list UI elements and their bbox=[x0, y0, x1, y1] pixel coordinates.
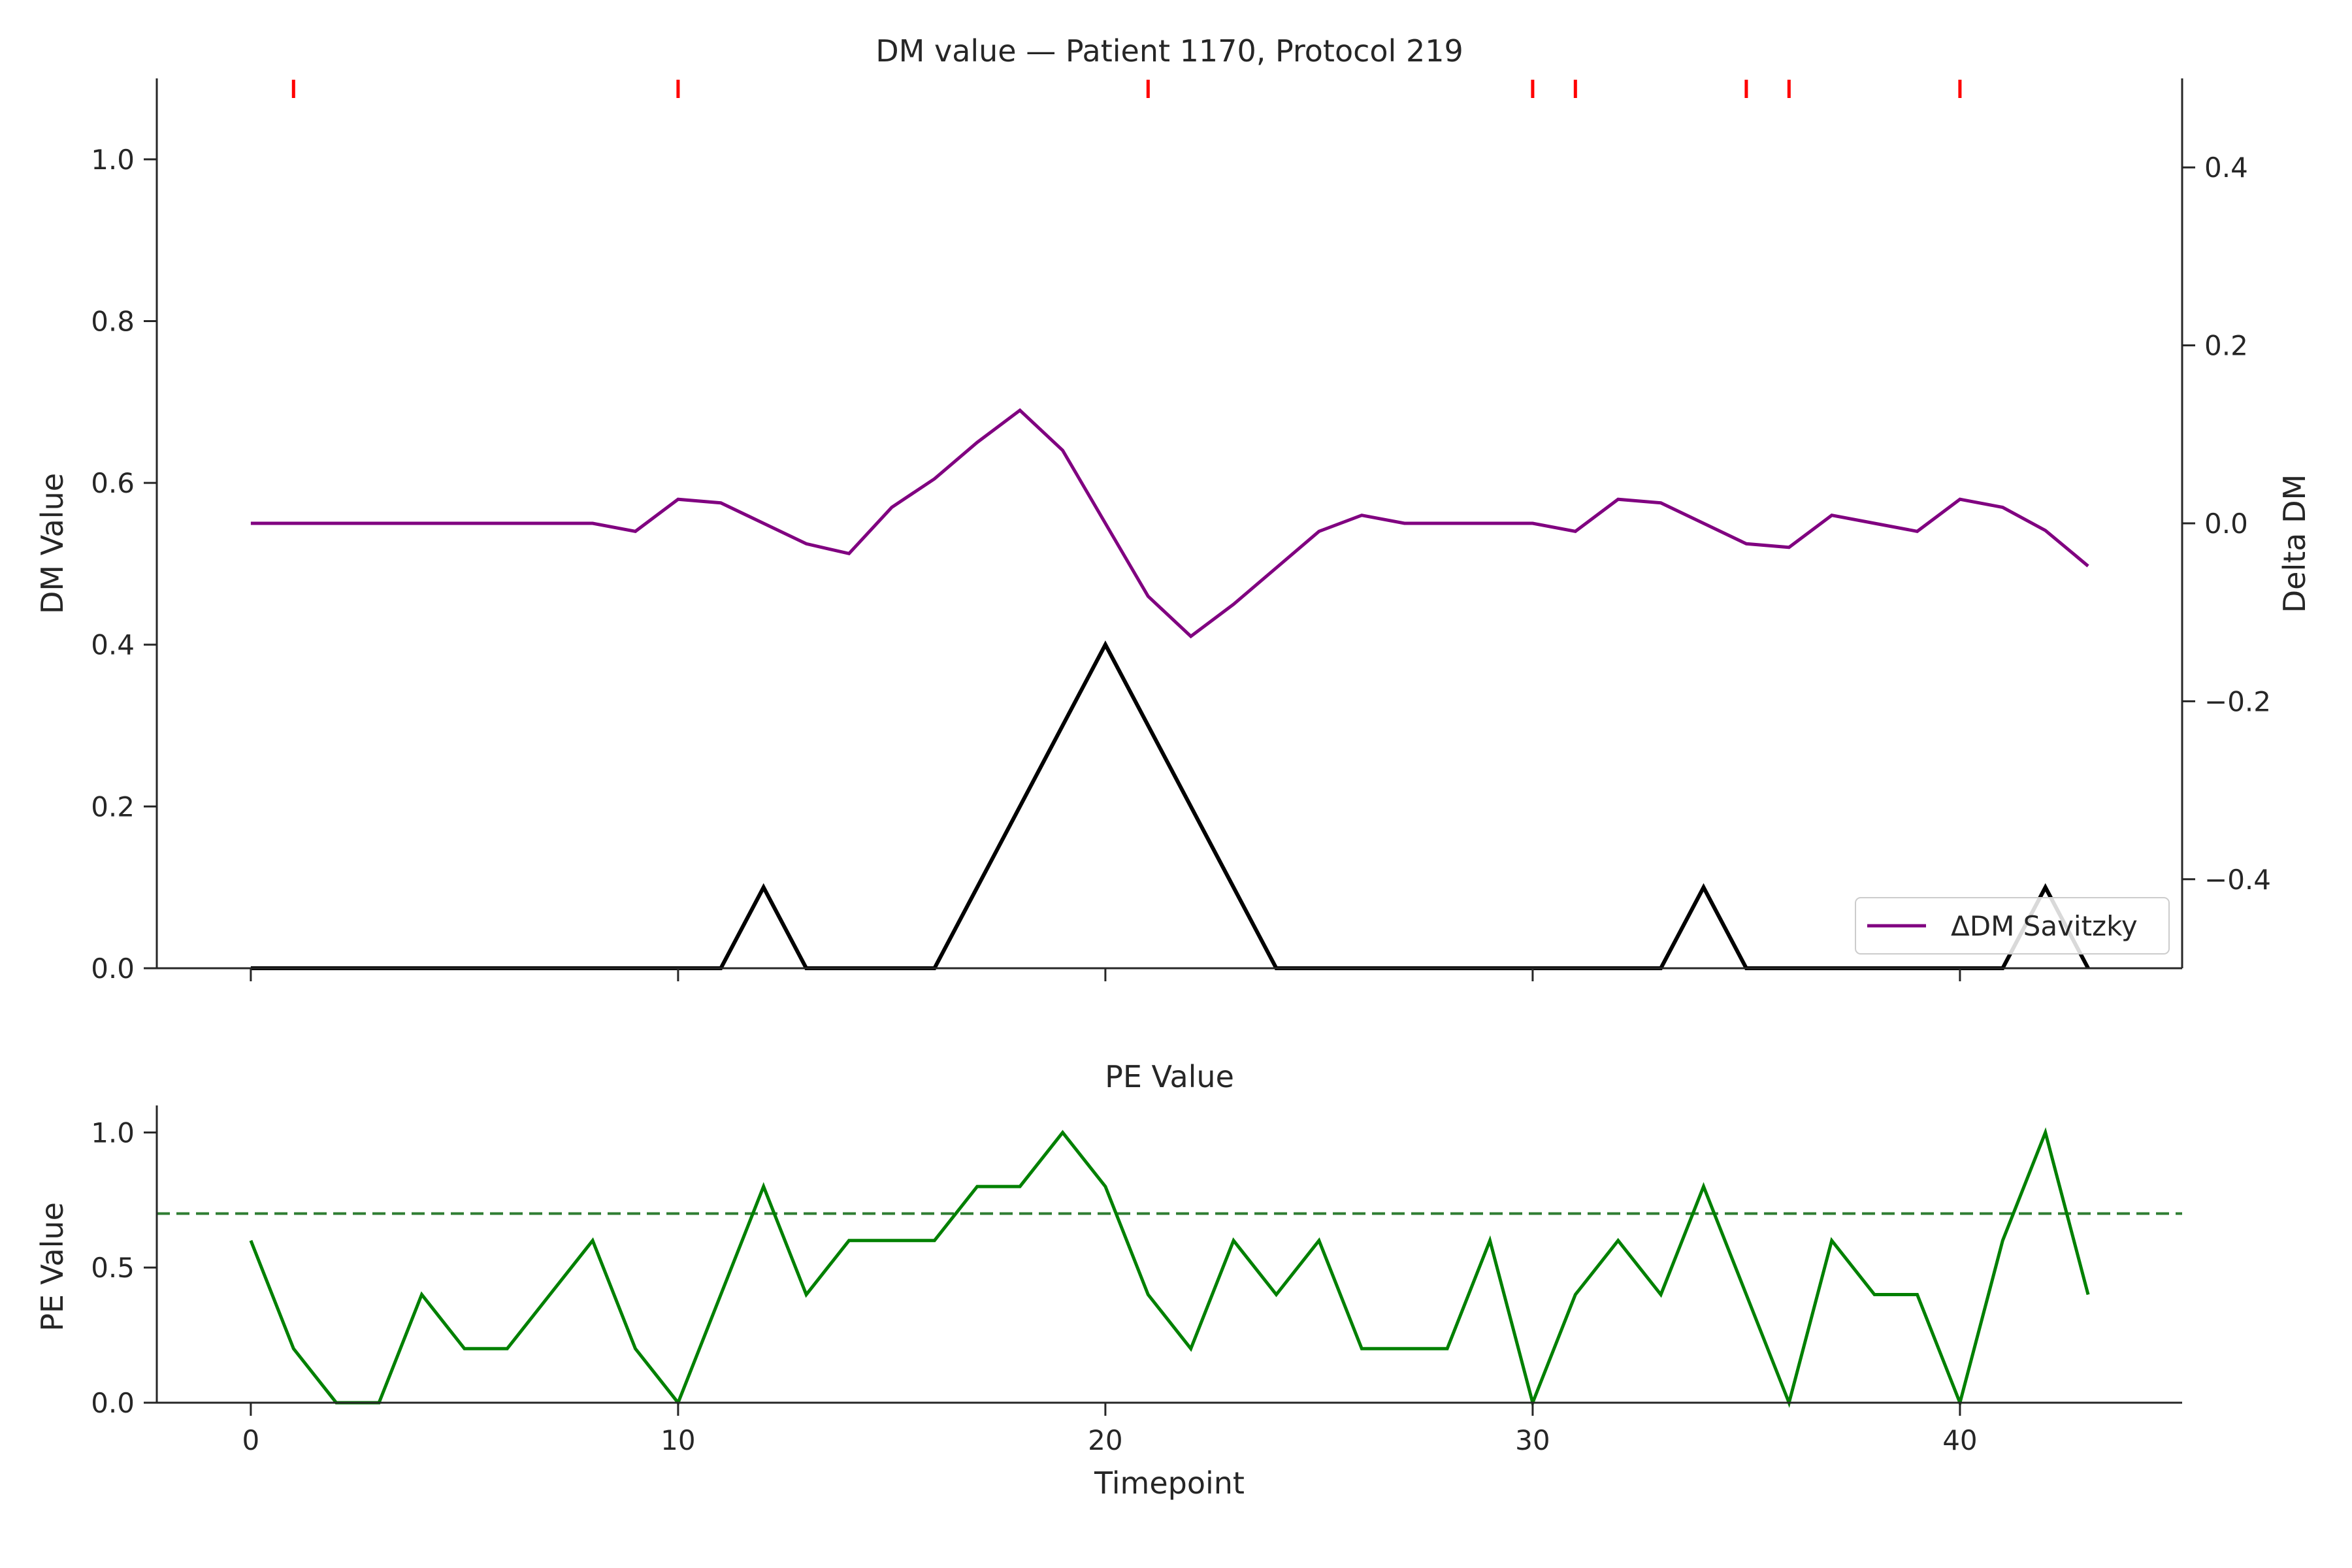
top-panel-title: DM value — Patient 1170, Protocol 219 bbox=[875, 33, 1463, 69]
delta-dm-point-25 bbox=[1318, 531, 1319, 532]
dm-point-18 bbox=[1020, 806, 1021, 807]
delta-dm-point-30 bbox=[1532, 523, 1533, 524]
pe-point-34 bbox=[1703, 1186, 1704, 1187]
delta-dm-ytick-label-2: 0.0 bbox=[2204, 508, 2248, 540]
delta-dm-point-40 bbox=[1959, 499, 1960, 500]
pe-ytick-label-2: 1.0 bbox=[91, 1117, 135, 1149]
pe-point-13 bbox=[806, 1294, 807, 1295]
dm-point-19 bbox=[1062, 725, 1063, 726]
pe-point-23 bbox=[1233, 1240, 1234, 1241]
delta-dm-point-39 bbox=[1917, 531, 1918, 532]
delta-dm-point-41 bbox=[2002, 507, 2003, 508]
dm-point-42 bbox=[2045, 887, 2046, 888]
delta-dm-point-15 bbox=[891, 507, 892, 508]
delta-dm-ytick-label-1: −0.2 bbox=[2204, 685, 2271, 717]
dm-ytick-label-3: 0.6 bbox=[91, 467, 135, 499]
pe-point-43 bbox=[2088, 1294, 2089, 1295]
pe-point-37 bbox=[1831, 1240, 1832, 1241]
event-markers bbox=[291, 80, 1962, 98]
pe-point-27 bbox=[1404, 1348, 1405, 1349]
delta-dm-axis-label: Delta DM bbox=[2277, 474, 2312, 613]
delta-dm-point-28 bbox=[1447, 523, 1448, 524]
dm-value-axis-label: DM Value bbox=[35, 473, 70, 614]
delta-dm-point-4 bbox=[421, 523, 422, 524]
bottom-series-group bbox=[157, 1127, 2182, 1409]
top-panel: DM value — Patient 1170, Protocol 219 0.… bbox=[35, 33, 2312, 985]
legend: ΔDM Savitzky bbox=[1855, 897, 2170, 955]
dm-ytick-label-2: 0.4 bbox=[91, 629, 135, 661]
pe-point-6 bbox=[507, 1348, 508, 1349]
bottom-xtick-label-3: 30 bbox=[1515, 1424, 1550, 1456]
pe-point-38 bbox=[1874, 1294, 1875, 1295]
dm-point-34 bbox=[1703, 887, 1704, 888]
pe-point-39 bbox=[1917, 1294, 1918, 1295]
top-axes: 0.0 0.2 0.4 0.6 0.8 1.0 −0.4 −0.2 0.0 0.2 0.4 bbox=[91, 78, 2271, 985]
pe-point-0 bbox=[250, 1240, 251, 1241]
x-axis-label: Timepoint bbox=[1094, 1465, 1245, 1501]
pe-point-31 bbox=[1575, 1294, 1576, 1295]
pe-point-1 bbox=[293, 1348, 294, 1349]
bottom-panel-title: PE Value bbox=[1105, 1059, 1234, 1094]
delta-dm-point-12 bbox=[763, 523, 764, 524]
pe-point-41 bbox=[2002, 1240, 2003, 1241]
dm-point-22 bbox=[1190, 806, 1191, 807]
pe-point-12 bbox=[763, 1186, 764, 1187]
dm-ytick-label-4: 0.8 bbox=[91, 305, 135, 337]
pe-point-15 bbox=[891, 1240, 892, 1241]
dm-ytick-label-0: 0.0 bbox=[91, 953, 135, 985]
dm-point-23 bbox=[1233, 887, 1234, 888]
dm-point-12 bbox=[763, 887, 764, 888]
pe-point-18 bbox=[1020, 1186, 1021, 1187]
pe-point-4 bbox=[421, 1294, 422, 1295]
pe-point-24 bbox=[1276, 1294, 1277, 1295]
pe-point-7 bbox=[549, 1294, 550, 1295]
dm-ytick-label-5: 1.0 bbox=[91, 144, 135, 176]
pe-point-16 bbox=[934, 1240, 935, 1241]
delta-dm-point-3 bbox=[379, 523, 380, 524]
bottom-xtick-label-4: 40 bbox=[1942, 1424, 1977, 1456]
pe-point-25 bbox=[1318, 1240, 1319, 1241]
delta-dm-point-34 bbox=[1703, 523, 1704, 524]
pe-ytick-label-1: 0.5 bbox=[91, 1252, 135, 1284]
pe-point-22 bbox=[1190, 1348, 1191, 1349]
delta-dm-point-9 bbox=[635, 531, 636, 532]
delta-dm-point-16 bbox=[934, 478, 935, 479]
delta-dm-point-27 bbox=[1404, 523, 1405, 524]
delta-dm-point-31 bbox=[1575, 531, 1576, 532]
delta-dm-point-7 bbox=[549, 523, 550, 524]
pe-point-28 bbox=[1447, 1348, 1448, 1349]
dm-point-21 bbox=[1148, 725, 1149, 726]
pe-point-5 bbox=[464, 1348, 465, 1349]
delta-dm-savitzky-line bbox=[250, 408, 2089, 639]
pe-point-21 bbox=[1148, 1294, 1149, 1295]
pe-ytick-label-0: 0.0 bbox=[91, 1387, 135, 1419]
delta-dm-point-0 bbox=[250, 523, 251, 524]
delta-dm-point-5 bbox=[464, 523, 465, 524]
bottom-xtick-label-0: 0 bbox=[242, 1424, 260, 1456]
bottom-axes: 0.0 0.5 1.0 0 10 20 30 40 bbox=[91, 1105, 2182, 1456]
delta-dm-point-19 bbox=[1062, 450, 1063, 451]
bottom-panel: PE Value 0.0 0.5 1.0 0 10 20 30 40 PE Value Tim… bbox=[35, 1059, 2182, 1501]
delta-dm-point-18 bbox=[1020, 410, 1021, 411]
pe-point-9 bbox=[635, 1348, 636, 1349]
dm-ytick-label-1: 0.2 bbox=[91, 791, 135, 823]
bottom-xtick-label-1: 10 bbox=[661, 1424, 695, 1456]
pe-value-line bbox=[249, 1127, 2090, 1409]
delta-dm-point-38 bbox=[1874, 523, 1875, 524]
legend-frame bbox=[1855, 897, 2170, 955]
delta-dm-point-42 bbox=[2045, 530, 2046, 531]
delta-dm-point-1 bbox=[293, 523, 294, 524]
pe-value-axis-label: PE Value bbox=[35, 1202, 70, 1331]
legend-label-delta-dm: ΔDM Savitzky bbox=[1951, 910, 2138, 942]
bottom-xtick-label-2: 20 bbox=[1088, 1424, 1122, 1456]
delta-dm-ytick-label-4: 0.4 bbox=[2204, 152, 2248, 184]
delta-dm-ytick-label-0: −0.4 bbox=[2204, 864, 2271, 896]
pe-point-42 bbox=[2045, 1132, 2046, 1133]
pe-point-19 bbox=[1062, 1132, 1063, 1133]
delta-dm-ytick-label-3: 0.2 bbox=[2204, 330, 2248, 362]
delta-dm-point-6 bbox=[507, 523, 508, 524]
